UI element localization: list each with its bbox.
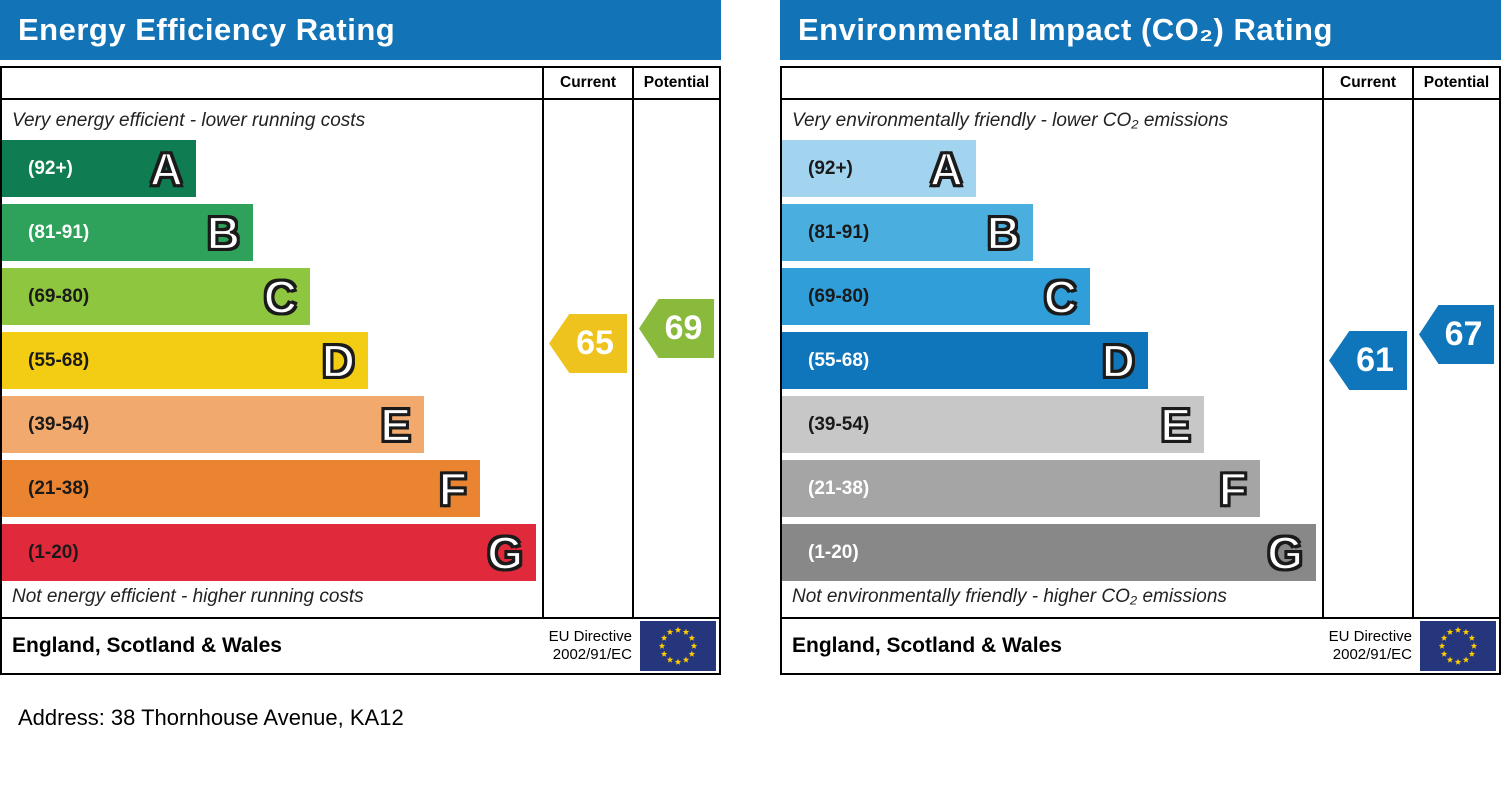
energy-efficiency-table: Current Potential Very energy efficient … [0,66,721,675]
environmental-impact-title-bar: Environmental Impact (CO₂) Rating [780,0,1501,60]
energy-efficiency-chart: Energy Efficiency Rating Current Potenti… [0,0,721,675]
band-range-label: (69-80) [28,285,90,307]
band-letter: F [1218,462,1248,515]
band-letter: D [321,334,356,387]
band-G: (1-20) G [782,524,1316,581]
band-range-label: (81-91) [808,221,870,243]
rating-bands: (92+) A (81-91) B (69-80) C (55-68) D (39-54) E (2… [782,140,1322,581]
band-F: (21-38) F [2,460,480,517]
bottom-caption: Not energy efficient - higher running co… [12,586,364,607]
band-range-label: (69-80) [808,285,870,307]
current-column-header: Current [560,74,616,91]
band-D: (55-68) D [782,332,1148,389]
eu-directive-line2: 2002/91/EC [1332,646,1412,663]
eu-flag-icon [640,621,716,671]
potential-rating-cell: 69 [632,100,719,617]
band-range-label: (21-38) [808,477,870,499]
column-header-row: Current Potential [782,68,1499,100]
band-A: (92+) A [2,140,196,197]
chart-footer: England, Scotland & Wales EU Directive 2… [782,617,1499,673]
potential-header-cell: Potential [632,68,719,98]
band-E: (39-54) E [782,396,1204,453]
rating-body-row: Very energy efficient - lower running co… [2,100,719,617]
band-range-label: (81-91) [28,221,90,243]
potential-header-cell: Potential [1412,68,1499,98]
current-header-cell: Current [542,68,632,98]
band-letter: G [1266,526,1304,579]
potential-column-header: Potential [643,74,710,91]
eu-directive-line1: EU Directive [548,628,632,645]
chart-title: Energy Efficiency Rating [18,12,396,47]
band-E: (39-54) E [2,396,424,453]
rating-body-row: Very environmentally friendly - lower CO… [782,100,1499,617]
band-D: (55-68) D [2,332,368,389]
environmental-impact-chart: Environmental Impact (CO₂) Rating Curren… [780,0,1501,675]
band-B: (81-91) B [2,204,253,261]
potential-rating-cell: 67 [1412,100,1499,617]
potential-rating-marker: 69 [639,299,714,358]
band-letter: A [149,142,184,195]
band-F: (21-38) F [782,460,1260,517]
rating-bands-cell: Very environmentally friendly - lower CO… [782,100,1322,617]
top-caption: Very environmentally friendly - lower CO… [792,110,1229,131]
bottom-caption: Not environmentally friendly - higher CO… [792,586,1227,607]
bands-header-cell [782,68,1322,98]
column-header-row: Current Potential [2,68,719,100]
band-letter: D [1101,334,1136,387]
band-range-label: (92+) [28,157,73,179]
band-G: (1-20) G [2,524,536,581]
band-range-label: (39-54) [28,413,90,435]
band-letter: G [486,526,524,579]
band-letter: F [438,462,468,515]
address-line: Address: 38 Thornhouse Avenue, KA12 [18,705,404,730]
current-rating-marker: 61 [1329,331,1407,390]
band-A: (92+) A [782,140,976,197]
chart-title: Environmental Impact (CO₂) Rating [798,12,1333,47]
band-C: (69-80) C [2,268,310,325]
current-rating-cell: 65 [542,100,632,617]
band-B: (81-91) B [782,204,1033,261]
eu-directive-line2: 2002/91/EC [552,646,632,663]
band-letter: C [263,270,298,323]
region-label: England, Scotland & Wales [12,634,282,657]
region-label: England, Scotland & Wales [792,634,1062,657]
eu-directive-line1: EU Directive [1328,628,1412,645]
current-column-header: Current [1340,74,1396,91]
band-range-label: (1-20) [808,541,859,563]
top-caption: Very energy efficient - lower running co… [12,110,366,131]
current-header-cell: Current [1322,68,1412,98]
band-C: (69-80) C [782,268,1090,325]
band-range-label: (1-20) [28,541,79,563]
eu-directive-label: EU Directive 2002/91/EC [1329,628,1412,664]
eu-directive-label: EU Directive 2002/91/EC [549,628,632,664]
environmental-impact-table: Current Potential Very environmentally f… [780,66,1501,675]
current-rating-marker: 65 [549,314,627,373]
energy-efficiency-title-bar: Energy Efficiency Rating [0,0,721,60]
band-range-label: (55-68) [28,349,90,371]
chart-footer: England, Scotland & Wales EU Directive 2… [2,617,719,673]
bands-header-cell [2,68,542,98]
band-range-label: (92+) [808,157,853,179]
current-rating-cell: 61 [1322,100,1412,617]
potential-rating-marker: 67 [1419,305,1494,364]
eu-flag-icon [1420,621,1496,671]
band-range-label: (39-54) [808,413,870,435]
potential-column-header: Potential [1423,74,1490,91]
band-letter: E [379,398,412,451]
epc-rating-charts: Energy Efficiency Rating Current Potenti… [0,0,1501,675]
rating-bands-cell: Very energy efficient - lower running co… [2,100,542,617]
band-letter: E [1159,398,1192,451]
band-letter: A [929,142,964,195]
band-range-label: (55-68) [808,349,870,371]
band-letter: B [206,206,241,259]
band-letter: C [1043,270,1078,323]
rating-bands: (92+) A (81-91) B (69-80) C (55-68) D (39-54) E (2… [2,140,542,581]
band-range-label: (21-38) [28,477,90,499]
band-letter: B [986,206,1021,259]
